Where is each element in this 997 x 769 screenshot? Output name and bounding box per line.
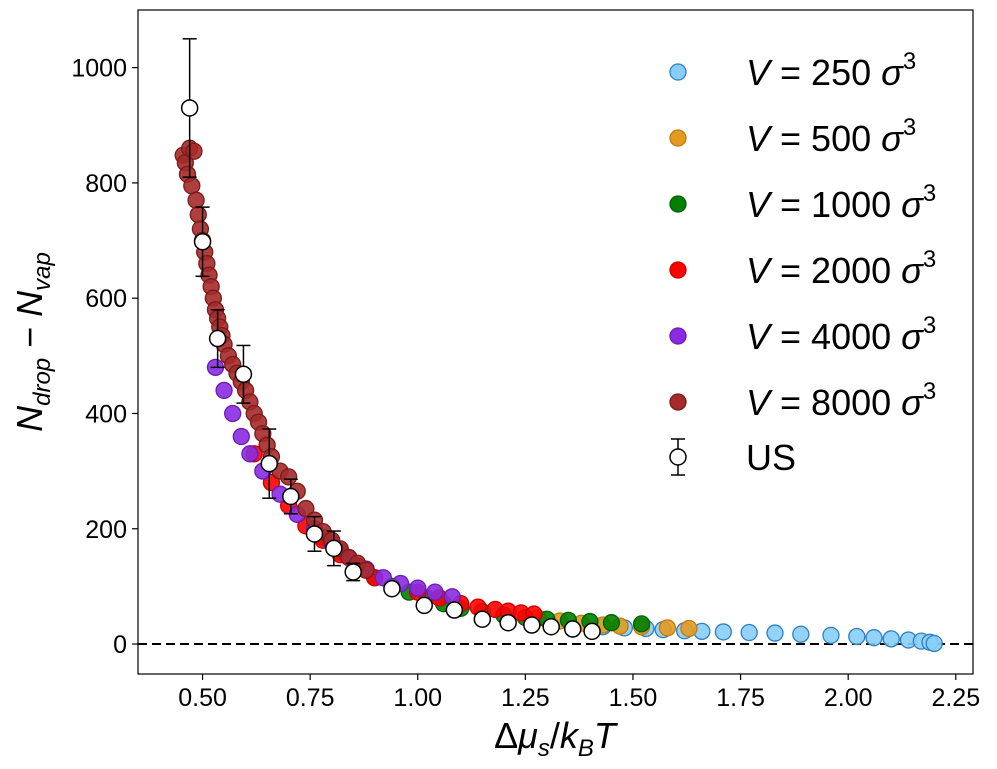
point-v8000 (183, 177, 201, 195)
point-v250 (848, 627, 866, 646)
x-tick-label: 2.25 (931, 684, 980, 712)
us-point (193, 232, 212, 251)
point-v250 (925, 634, 943, 653)
legend-label-v500: V = 500 σ3 (746, 114, 916, 159)
point-v250 (865, 629, 883, 647)
x-tick-label: 1.75 (716, 684, 765, 712)
us-point (563, 620, 582, 638)
point-v500 (658, 619, 677, 637)
us-point (415, 596, 433, 615)
us-point (542, 617, 560, 636)
us-point (305, 525, 324, 543)
us-point (499, 613, 517, 632)
point-v1000 (602, 614, 621, 632)
us-point (383, 579, 401, 598)
y-tick-label: 1000 (71, 55, 127, 83)
x-tick-label: 2.00 (824, 684, 873, 712)
axis-ticks: 0.50 0.75 1.00 1.25 1.50 1.75 2.00 2.25 0 200 400 6… (71, 55, 980, 712)
point-v4000 (241, 445, 259, 463)
point-v500 (680, 619, 698, 638)
y-tick-label: 600 (85, 285, 127, 313)
us-point (180, 99, 199, 117)
us-point (260, 454, 279, 473)
x-tick-label: 1.00 (393, 684, 442, 712)
x-axis-label: Δμs/kBT (494, 715, 619, 762)
legend-label-v4000: V = 4000 σ3 (746, 312, 936, 357)
legend-label-v250: V = 250 σ3 (746, 48, 916, 93)
legend-marker-v2000 (669, 261, 687, 279)
point-v8000 (185, 142, 203, 160)
legend-label-v1000: V = 1000 σ3 (746, 180, 936, 225)
y-tick-label: 800 (85, 170, 127, 198)
point-v250 (714, 623, 733, 641)
point-v4000 (426, 583, 444, 601)
x-tick-label: 1.25 (501, 684, 550, 712)
point-v250 (882, 630, 900, 648)
plot-area-frame (137, 9, 974, 675)
point-v4000 (409, 579, 427, 597)
us-point (282, 487, 300, 506)
legend-marker-v4000 (669, 327, 687, 345)
point-v4000 (215, 381, 233, 400)
point-v4000 (232, 427, 250, 446)
point-v250 (766, 624, 784, 642)
y-tick-label: 400 (85, 400, 127, 428)
x-tick-label: 0.75 (286, 684, 335, 712)
legend-label-v8000: V = 8000 σ3 (746, 378, 936, 423)
legend: V = 250 σ3 V = 500 σ3 V = 1000 σ3 V = 2000 … (669, 48, 936, 478)
x-tick-label: 1.50 (609, 684, 658, 712)
us-point (234, 365, 253, 384)
point-v1000 (632, 615, 651, 633)
us-point (344, 563, 362, 581)
point-v8000 (297, 499, 315, 518)
us-point (583, 622, 601, 641)
legend-marker-v1000 (669, 195, 687, 213)
point-v250 (792, 625, 810, 643)
legend-marker-v500 (669, 129, 687, 147)
us-point (523, 616, 541, 634)
us-point (325, 539, 343, 558)
y-tick-label: 0 (113, 631, 127, 659)
point-v250 (740, 623, 758, 642)
legend-marker-v250 (669, 63, 687, 81)
point-v4000 (224, 404, 242, 423)
point-v8000 (279, 468, 298, 486)
legend-marker-v8000 (669, 393, 687, 411)
point-v8000 (187, 191, 205, 209)
us-points (180, 38, 601, 641)
legend-label-us: US (746, 437, 796, 478)
us-point (208, 329, 227, 348)
legend-label-v2000: V = 2000 σ3 (746, 246, 936, 291)
legend-marker-us (669, 448, 687, 466)
us-point (473, 610, 492, 628)
us-point (445, 601, 464, 619)
point-v8000 (189, 205, 207, 224)
y-tick-label: 200 (85, 516, 127, 544)
x-tick-label: 0.50 (178, 684, 227, 712)
point-v2000 (262, 473, 281, 492)
point-v250 (822, 626, 840, 645)
y-axis-label: Ndrop − Nvap (9, 252, 56, 432)
